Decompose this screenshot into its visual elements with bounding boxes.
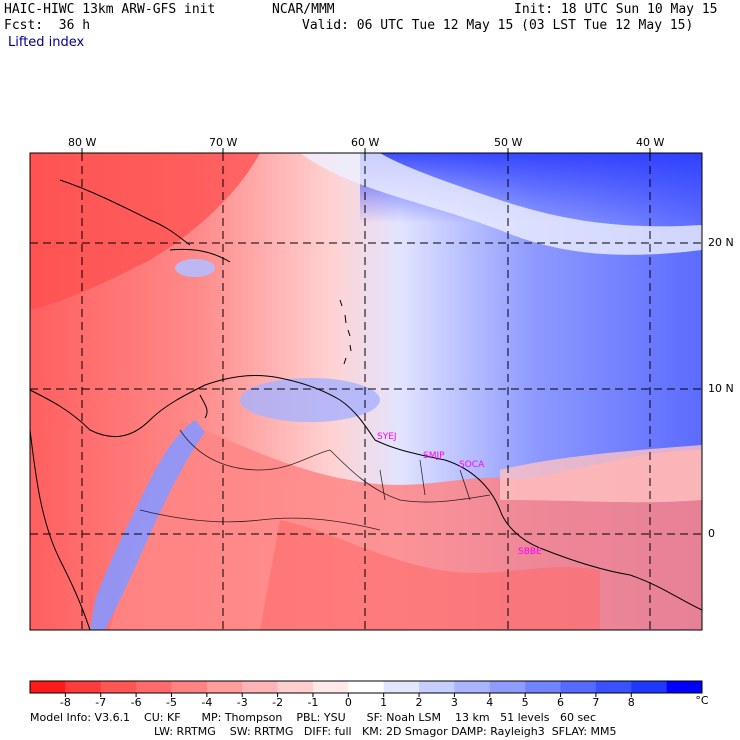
- map-frame: [29, 152, 703, 631]
- colorbar-swatch: [30, 681, 66, 693]
- colorbar-swatch: [489, 681, 526, 693]
- map-field: [30, 153, 702, 630]
- coastlines: [29, 179, 703, 631]
- colorbar-tick-label: 3: [450, 696, 458, 709]
- colorbar-swatch: [171, 681, 208, 693]
- colorbar: [29, 680, 703, 697]
- colorbar-swatch: [419, 681, 455, 693]
- model-info-line2: LW: RRTMG SW: RRTMG DIFF: full KM: 2D Sm…: [154, 725, 617, 738]
- colorbar-swatch: [348, 681, 385, 693]
- colorbar-swatch: [525, 681, 562, 693]
- forecast-hour: Fcst: 36 h: [4, 18, 91, 33]
- colorbar-swatch: [666, 681, 703, 693]
- lat-lon-grid: [30, 153, 702, 630]
- colorbar-tick-label: -5: [165, 696, 177, 709]
- lat-label-20n: 20 N: [708, 236, 734, 249]
- lon-label-60w: 60 W: [351, 136, 380, 149]
- colorbar-swatch: [595, 681, 632, 693]
- colorbar-tick-label: 2: [415, 696, 423, 709]
- colorbar-swatch: [454, 681, 491, 693]
- colorbar-tick-label: 6: [557, 696, 565, 709]
- islands: [339, 299, 352, 365]
- lat-label-10n: 10 N: [708, 382, 734, 395]
- colorbar-tick-label: -6: [130, 696, 142, 709]
- colorbar-tick-label: 1: [380, 696, 388, 709]
- station-label: SBBE: [518, 547, 542, 557]
- colorbar-tick-label: 7: [592, 696, 600, 709]
- model-title: HAIC-HIWC 13km ARW-GFS init: [4, 2, 216, 17]
- colorbar-swatch: [383, 681, 420, 693]
- colorbar-swatch: [242, 681, 279, 693]
- colorbar-tick-label: -8: [59, 696, 71, 709]
- colorbar-tick-label: -4: [201, 696, 213, 709]
- lon-ticks: [81, 148, 651, 153]
- valid-time: Valid: 06 UTC Tue 12 May 15 (03 LST Tue …: [302, 18, 694, 33]
- lat-label-0: 0: [708, 527, 715, 540]
- colorbar-tick-label: 8: [627, 696, 635, 709]
- colorbar-tick-label: -1: [307, 696, 319, 709]
- lon-label-50w: 50 W: [494, 136, 523, 149]
- colorbar-unit: °C: [695, 694, 709, 707]
- colorbar-tick-label: 0: [344, 696, 352, 709]
- colorbar-swatch: [100, 681, 137, 693]
- colorbar-swatch: [560, 681, 597, 693]
- colorbar-tick-label: 5: [521, 696, 529, 709]
- colorbar-swatch: [277, 681, 314, 693]
- colorbar-swatch: [312, 681, 349, 693]
- init-time: Init: 18 UTC Sun 10 May 15: [514, 2, 718, 17]
- org-label: NCAR/MMM: [272, 2, 335, 17]
- station-label: SYEJ: [377, 432, 397, 442]
- lon-label-80w: 80 W: [68, 136, 97, 149]
- colorbar-tick-label: -3: [236, 696, 248, 709]
- station-label: SMJP: [423, 451, 445, 461]
- colorbar-tick-label: 4: [486, 696, 494, 709]
- colorbar-swatch: [631, 681, 668, 693]
- colorbar-tick-label: -7: [95, 696, 107, 709]
- field-name: Lifted index: [8, 35, 85, 50]
- model-info-line1: Model Info: V3.6.1 CU: KF MP: Thompson P…: [30, 711, 597, 724]
- station-label: SOCA: [459, 460, 485, 470]
- lon-label-70w: 70 W: [209, 136, 238, 149]
- colorbar-swatch: [206, 681, 243, 693]
- colorbar-swatch: [136, 681, 172, 693]
- colorbar-swatch: [65, 681, 102, 693]
- colorbar-frame: [29, 680, 703, 694]
- lon-label-40w: 40 W: [636, 136, 665, 149]
- borders: [139, 429, 491, 531]
- colorbar-tick-label: -2: [272, 696, 284, 709]
